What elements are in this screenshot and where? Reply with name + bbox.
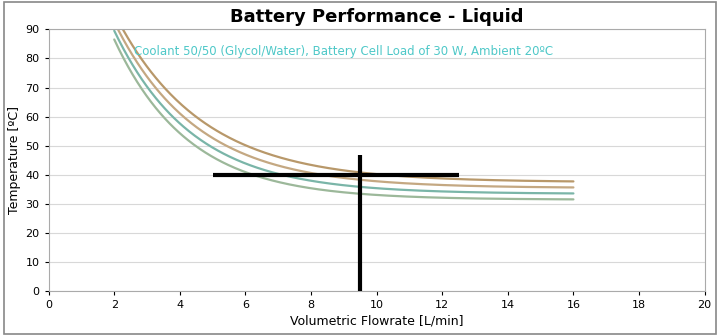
- Y-axis label: Temperature [ºC]: Temperature [ºC]: [9, 107, 22, 214]
- Text: Coolant 50/50 (Glycol/Water), Battery Cell Load of 30 W, Ambient 20ºC: Coolant 50/50 (Glycol/Water), Battery Ce…: [134, 45, 553, 58]
- X-axis label: Volumetric Flowrate [L/min]: Volumetric Flowrate [L/min]: [290, 315, 464, 328]
- Title: Battery Performance - Liquid: Battery Performance - Liquid: [230, 8, 523, 26]
